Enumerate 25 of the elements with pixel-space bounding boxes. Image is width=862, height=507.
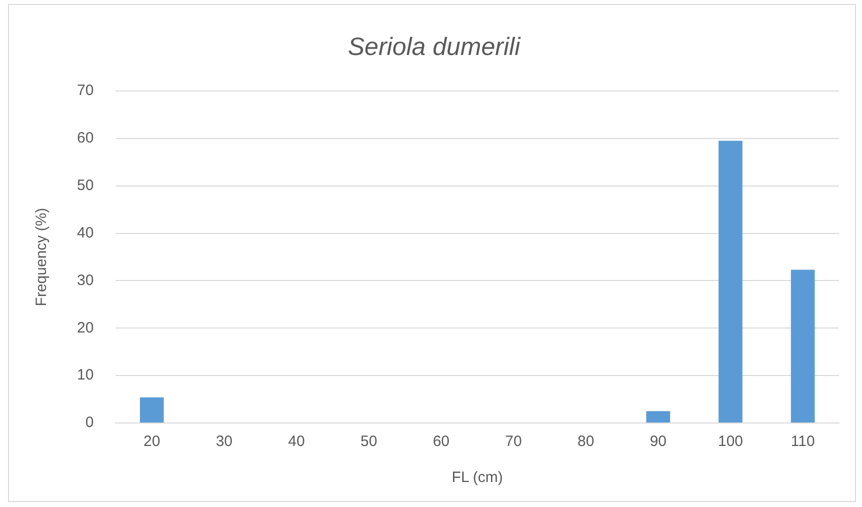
y-tick-label: 60 (76, 130, 94, 147)
y-tick-label: 30 (76, 272, 94, 289)
y-tick-label: 0 (85, 414, 94, 432)
y-tick-label: 20 (76, 319, 94, 336)
y-tick-label: 70 (76, 82, 94, 100)
bar (646, 411, 670, 422)
x-tick-label: 80 (577, 433, 594, 450)
x-tick-label: 50 (360, 433, 378, 450)
x-tick-label: 40 (288, 433, 305, 450)
x-tick-label: 70 (505, 433, 522, 450)
x-axis-title: FL (cm) (452, 469, 503, 486)
x-tick-label: 110 (790, 433, 815, 450)
y-tick-label: 50 (76, 177, 94, 194)
bar (790, 270, 815, 422)
chart-title: Seriola dumerili (348, 32, 522, 61)
bar (140, 397, 164, 422)
x-tick-label: 30 (216, 433, 233, 450)
y-tick-label: 40 (76, 224, 94, 242)
x-tick-label: 90 (650, 433, 667, 450)
y-tick-label: 10 (76, 366, 94, 384)
x-tick-label: 60 (432, 433, 450, 450)
bar (718, 140, 742, 422)
x-tick-label: 100 (718, 433, 744, 450)
y-axis-title: Frequency (%) (33, 208, 50, 306)
x-tick-label: 20 (144, 433, 160, 450)
